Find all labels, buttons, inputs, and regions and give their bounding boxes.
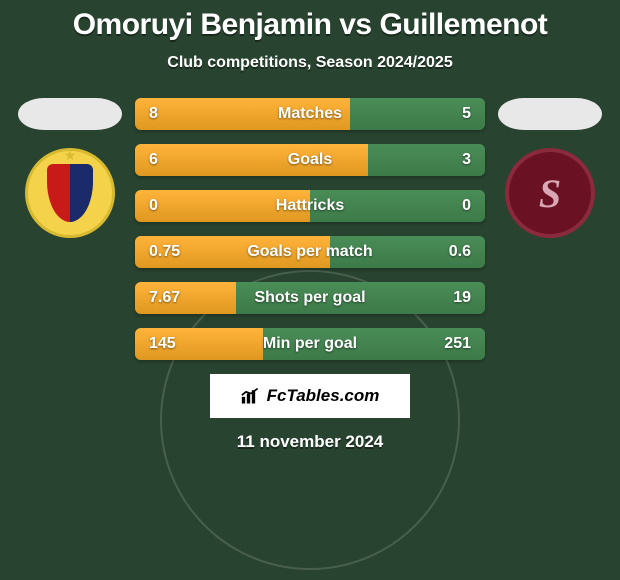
stat-value-right: 0.6 bbox=[449, 243, 471, 261]
stat-row: 0 0 Hattricks bbox=[135, 190, 485, 222]
star-icon: ★ bbox=[64, 147, 77, 164]
stat-value-left: 8 bbox=[149, 105, 158, 123]
stat-row: 8 5 Matches bbox=[135, 98, 485, 130]
page-title: Omoruyi Benjamin vs Guillemenot bbox=[0, 0, 620, 42]
stat-row: 0.75 0.6 Goals per match bbox=[135, 236, 485, 268]
stats-bars: 8 5 Matches 6 3 Goals 0 0 Hattricks 0.75 0.6 Goals … bbox=[135, 98, 485, 360]
stat-label: Matches bbox=[278, 105, 342, 123]
stat-value-right: 19 bbox=[453, 289, 471, 307]
stat-row: 7.67 19 Shots per goal bbox=[135, 282, 485, 314]
team-letter: S bbox=[539, 170, 561, 217]
shield-icon bbox=[47, 164, 93, 222]
stat-value-left: 7.67 bbox=[149, 289, 180, 307]
right-player-avatar bbox=[498, 98, 602, 130]
chart-icon bbox=[241, 387, 261, 405]
right-player-column: S bbox=[495, 98, 605, 238]
date-label: 11 november 2024 bbox=[0, 432, 620, 452]
stat-value-right: 251 bbox=[444, 335, 471, 353]
stat-label: Goals per match bbox=[247, 243, 372, 261]
stat-value-left: 0.75 bbox=[149, 243, 180, 261]
stat-value-right: 5 bbox=[462, 105, 471, 123]
stat-label: Shots per goal bbox=[254, 289, 365, 307]
subtitle: Club competitions, Season 2024/2025 bbox=[0, 54, 620, 72]
stat-row: 145 251 Min per goal bbox=[135, 328, 485, 360]
left-team-badge: ★ bbox=[25, 148, 115, 238]
stat-row: 6 3 Goals bbox=[135, 144, 485, 176]
stat-value-left: 145 bbox=[149, 335, 176, 353]
watermark-text: FcTables.com bbox=[267, 386, 380, 406]
watermark-banner: FcTables.com bbox=[210, 374, 410, 418]
left-player-avatar bbox=[18, 98, 122, 130]
stat-value-left: 0 bbox=[149, 197, 158, 215]
stat-label: Goals bbox=[288, 151, 332, 169]
stat-value-left: 6 bbox=[149, 151, 158, 169]
bar-segment-left bbox=[135, 144, 368, 176]
stat-value-right: 0 bbox=[462, 197, 471, 215]
stat-label: Min per goal bbox=[263, 335, 357, 353]
stat-label: Hattricks bbox=[276, 197, 344, 215]
comparison-main: ★ 8 5 Matches 6 3 Goals 0 0 Hattricks 0.75 0.6 Goal… bbox=[0, 98, 620, 360]
right-team-badge: S bbox=[505, 148, 595, 238]
left-player-column: ★ bbox=[15, 98, 125, 238]
stat-value-right: 3 bbox=[462, 151, 471, 169]
